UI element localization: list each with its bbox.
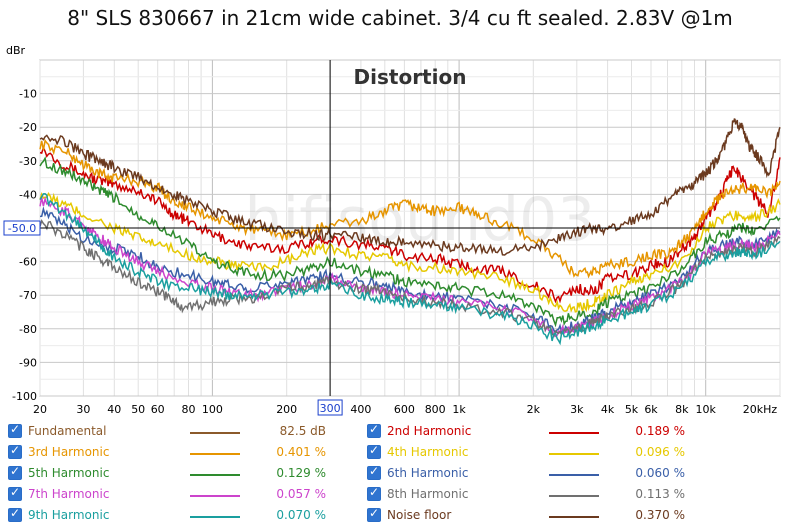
- legend-item-7th-harmonic: 7th Harmonic 0.057 %: [8, 485, 368, 506]
- cursor-x-box: [317, 399, 343, 416]
- legend-swatch: [190, 453, 240, 455]
- y-axis-ticks: -10 -20 -30 -40 -60 -70 -80 -90 -100: [12, 88, 37, 403]
- legend-swatch: [549, 453, 599, 455]
- x-tick-label: 80: [182, 403, 196, 416]
- x-tick-label: 4k: [601, 403, 615, 416]
- legend-item-5th-harmonic: 5th Harmonic 0.129 %: [8, 464, 368, 485]
- legend-item-noise-floor: Noise floor 0.370 %: [367, 506, 727, 527]
- series-line-2nd-harmonic: [39, 145, 781, 304]
- y-tick-label: -90: [19, 356, 37, 369]
- series-line-8th-harmonic: [39, 219, 781, 338]
- legend-checkbox[interactable]: [8, 443, 22, 459]
- cursor-y-box: [3, 220, 41, 236]
- legend-series-value: 0.129 %: [276, 466, 326, 480]
- x-tick-label: 20: [33, 403, 47, 416]
- legend-series-value: 0.057 %: [276, 487, 326, 501]
- x-tick-label: 800: [425, 403, 446, 416]
- legend-series-value: 0.370 %: [635, 508, 685, 522]
- chart-subtitle: Distortion: [354, 65, 467, 89]
- series-line-3rd-harmonic: [39, 138, 781, 279]
- y-tick-label: -60: [19, 256, 37, 269]
- legend-swatch: [190, 474, 240, 476]
- legend-series-name: 5th Harmonic: [28, 466, 110, 480]
- x-tick-label: 50: [131, 403, 145, 416]
- legend-checkbox[interactable]: [367, 485, 381, 501]
- series-line-noise-floor: [39, 118, 781, 256]
- legend-checkbox[interactable]: [8, 422, 22, 438]
- x-tick-label: 1k: [452, 403, 466, 416]
- legend-series-value: 0.189 %: [635, 424, 685, 438]
- legend-series-value: 0.060 %: [635, 466, 685, 480]
- legend-series-name: 8th Harmonic: [387, 487, 469, 501]
- legend-series-value: 82.5 dB: [279, 424, 326, 438]
- legend-item-2nd-harmonic: 2nd Harmonic 0.189 %: [367, 422, 727, 443]
- legend: Fundamental 82.5 dB 2nd Harmonic 0.189 % 3rd…: [0, 418, 800, 527]
- legend-swatch: [549, 432, 599, 434]
- legend-series-name: 6th Harmonic: [387, 466, 469, 480]
- legend-item-fundamental: Fundamental 82.5 dB: [8, 422, 368, 443]
- y-tick-label: -20: [19, 121, 37, 134]
- cursor[interactable]: -50.0 300: [3, 60, 780, 416]
- legend-series-value: 0.113 %: [635, 487, 685, 501]
- legend-item-9th-harmonic: 9th Harmonic 0.070 %: [8, 506, 368, 527]
- legend-checkbox[interactable]: [8, 485, 22, 501]
- legend-series-value: 0.070 %: [276, 508, 326, 522]
- chart-title: 8" SLS 830667 in 21cm wide cabinet. 3/4 …: [67, 6, 733, 30]
- legend-checkbox[interactable]: [367, 506, 381, 522]
- cursor-x-label: 300: [320, 402, 341, 415]
- legend-checkbox[interactable]: [8, 506, 22, 522]
- y-axis-label: dBr: [6, 44, 26, 57]
- legend-checkbox[interactable]: [367, 422, 381, 438]
- cursor-y-label: -50.0: [8, 222, 36, 235]
- x-tick-label: 200: [276, 403, 297, 416]
- y-tick-label: -80: [19, 323, 37, 336]
- x-tick-label: 8k: [675, 403, 689, 416]
- x-tick-label: 6k: [644, 403, 658, 416]
- legend-series-name: 7th Harmonic: [28, 487, 110, 501]
- legend-swatch: [549, 495, 599, 497]
- series-group: [39, 118, 781, 346]
- x-tick-label: 5k: [625, 403, 639, 416]
- legend-item-3rd-harmonic: 3rd Harmonic 0.401 %: [8, 443, 368, 464]
- legend-swatch: [190, 516, 240, 518]
- legend-item-6th-harmonic: 6th Harmonic 0.060 %: [367, 464, 727, 485]
- x-tick-label: 2k: [527, 403, 541, 416]
- series-line-5th-harmonic: [39, 156, 781, 328]
- series-line-9th-harmonic: [39, 193, 781, 346]
- x-axis-ticks: 20 30 40 50 60 80 100 200 300 400 600 800 1k 2k 3k 4k 5k…: [33, 403, 777, 416]
- y-tick-label: -30: [19, 155, 37, 168]
- legend-series-name: 9th Harmonic: [28, 508, 110, 522]
- x-tick-label: 10k: [696, 403, 717, 416]
- series-line-4th-harmonic: [39, 191, 781, 313]
- x-tick-label: 100: [202, 403, 223, 416]
- legend-series-value: 0.401 %: [276, 445, 326, 459]
- x-tick-label: 60: [151, 403, 165, 416]
- y-tick-label: -70: [19, 289, 37, 302]
- legend-series-name: 2nd Harmonic: [387, 424, 472, 438]
- y-tick-label: -100: [12, 390, 37, 403]
- legend-series-name: 3rd Harmonic: [28, 445, 110, 459]
- x-tick-label: 30: [76, 403, 90, 416]
- legend-swatch: [549, 474, 599, 476]
- legend-swatch: [190, 432, 240, 434]
- legend-checkbox[interactable]: [8, 464, 22, 480]
- legend-series-value: 0.096 %: [635, 445, 685, 459]
- legend-series-name: 4th Harmonic: [387, 445, 469, 459]
- legend-checkbox[interactable]: [367, 464, 381, 480]
- legend-swatch: [190, 495, 240, 497]
- x-tick-label: 3k: [570, 403, 584, 416]
- x-tick-label: 400: [350, 403, 371, 416]
- legend-series-name: Fundamental: [28, 424, 107, 438]
- legend-series-name: Noise floor: [387, 508, 452, 522]
- legend-checkbox[interactable]: [367, 443, 381, 459]
- x-tick-label: 40: [107, 403, 121, 416]
- y-tick-label: -40: [19, 188, 37, 201]
- y-tick-label: -10: [19, 88, 37, 101]
- legend-item-4th-harmonic: 4th Harmonic 0.096 %: [367, 443, 727, 464]
- x-tick-label: 20kHz: [743, 403, 778, 416]
- legend-item-8th-harmonic: 8th Harmonic 0.113 %: [367, 485, 727, 506]
- x-tick-label: 600: [394, 403, 415, 416]
- legend-swatch: [549, 516, 599, 518]
